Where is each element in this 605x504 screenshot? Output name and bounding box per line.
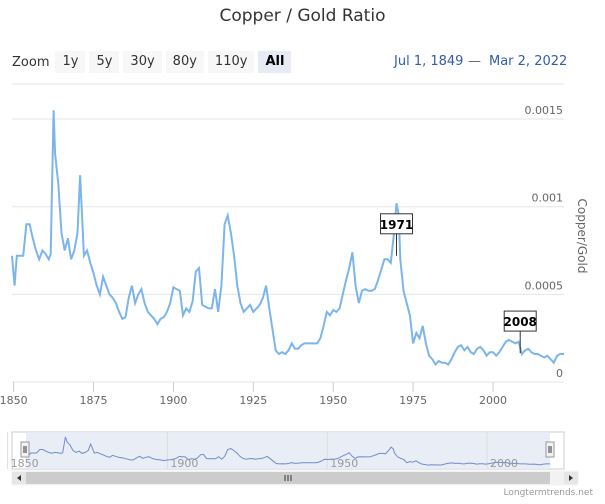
y-tick-label: 0.0015 <box>525 104 564 117</box>
zoom-110y-button[interactable]: 110y <box>207 51 255 73</box>
y-tick-label: 0.001 <box>532 192 564 205</box>
x-tick-label: 1975 <box>399 394 427 407</box>
credit-link[interactable]: Longtermtrends.net <box>503 488 593 498</box>
y-axis-label: Copper/Gold <box>575 199 589 274</box>
range-separator: — <box>468 54 481 69</box>
flag-box <box>380 213 414 235</box>
zoom-5y-button[interactable]: 5y <box>89 51 120 73</box>
zoom-toolbar: Zoom 1y 5y 30y 80y 110y All <box>12 51 295 73</box>
chart-title: Copper / Gold Ratio <box>219 6 386 26</box>
x-tick-label: 1875 <box>80 394 108 407</box>
navigator[interactable]: 1850 1900 1950 2000 <box>7 431 565 470</box>
navigator-grid <box>7 432 488 469</box>
navigator-tick-label: 2000 <box>490 457 518 470</box>
x-tick-label: 2000 <box>479 394 507 407</box>
zoom-30y-button[interactable]: 30y <box>123 51 162 73</box>
navigator-series-line <box>25 436 550 466</box>
zoom-80y-button[interactable]: 80y <box>165 51 204 73</box>
y-tick-label: 0.0005 <box>525 279 564 292</box>
flag-2008: 2008 <box>503 310 537 354</box>
series-line <box>11 110 564 367</box>
annotation-flags: 1971 2008 <box>380 213 537 354</box>
grid-lines <box>12 83 564 383</box>
navigator-tick-label: 1850 <box>11 457 39 470</box>
x-tick-label: 1950 <box>319 394 347 407</box>
x-tick-label: 1850 <box>0 394 28 407</box>
range-to-input[interactable]: Mar 2, 2022 <box>489 54 568 69</box>
navigator-left-handle[interactable] <box>20 441 30 458</box>
flag-label: 2008 <box>504 315 537 329</box>
navigator-right-handle[interactable] <box>545 441 555 458</box>
flag-1971: 1971 <box>380 213 414 256</box>
x-tick-label: 1900 <box>159 394 187 407</box>
navigator-selection[interactable] <box>26 432 550 469</box>
x-tick-label: 1925 <box>239 394 267 407</box>
chevron-right-icon <box>569 475 573 481</box>
y-tick-label: 0 <box>556 367 563 380</box>
zoom-label: Zoom <box>12 54 50 70</box>
flag-label: 1971 <box>380 218 413 232</box>
navigator-tick-label: 1900 <box>170 457 198 470</box>
scrollbar[interactable] <box>11 470 579 486</box>
zoom-1y-button[interactable]: 1y <box>55 51 86 73</box>
navigator-tick-label: 1950 <box>330 457 358 470</box>
navigator-x-ticks: 1850 1900 1950 2000 <box>11 457 518 470</box>
x-axis-ticks: 1850 1875 1900 1925 1950 1975 2000 <box>0 382 507 407</box>
zoom-all-button[interactable]: All <box>258 51 292 73</box>
flag-box <box>503 310 537 332</box>
y-axis-ticks: 0 0.0005 0.001 0.0015 <box>525 104 564 380</box>
range-from-input[interactable]: Jul 1, 1849 <box>394 54 464 69</box>
chevron-left-icon <box>17 475 21 481</box>
